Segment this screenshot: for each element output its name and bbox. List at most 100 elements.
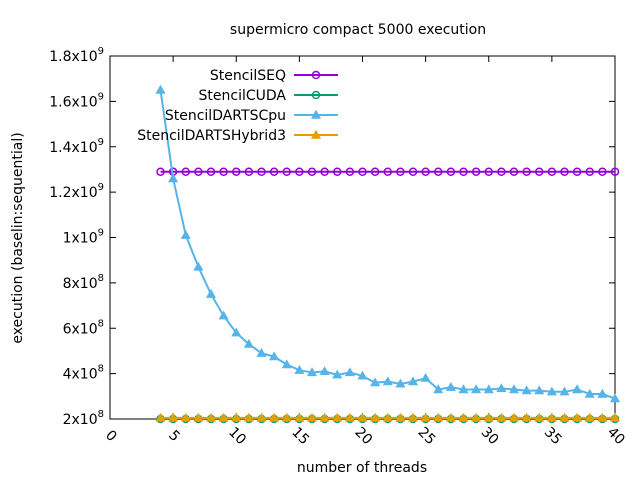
data-point	[445, 412, 456, 422]
data-point	[471, 412, 482, 422]
y-tick-exponent: 9	[98, 46, 104, 57]
data-point	[483, 412, 494, 422]
data-point	[471, 167, 481, 176]
data-point	[156, 167, 165, 176]
series-layer	[155, 84, 621, 424]
data-point	[357, 412, 368, 422]
data-point	[508, 412, 520, 422]
data-point	[585, 167, 594, 176]
series-StencilSEQ	[156, 167, 620, 176]
data-point	[155, 84, 166, 94]
x-tick-label: 5	[165, 427, 183, 445]
data-point	[609, 393, 621, 403]
data-point	[333, 167, 342, 176]
data-point	[434, 167, 443, 176]
x-tick-label: 30	[478, 424, 502, 448]
data-point	[535, 167, 544, 176]
data-point	[344, 412, 355, 422]
data-point	[193, 412, 204, 422]
data-point	[206, 167, 216, 176]
legend-label: StencilSEQ	[210, 68, 286, 84]
x-tick-label: 25	[414, 424, 438, 448]
y-tick-exponent: 8	[98, 273, 104, 284]
y-tick-mantissa: 1.4x10	[49, 140, 97, 156]
data-point	[306, 367, 318, 377]
y-tick-mantissa: 1x10	[63, 231, 98, 247]
data-point	[433, 384, 444, 394]
data-point	[295, 167, 304, 176]
data-point	[484, 167, 493, 176]
x-tick-label: 10	[225, 424, 249, 448]
data-point	[584, 412, 595, 422]
data-point	[332, 369, 343, 379]
y-tick-exponent: 8	[98, 318, 104, 329]
data-point	[584, 388, 595, 398]
data-point	[306, 412, 318, 422]
series-StencilDARTSCpu	[155, 84, 621, 403]
series-StencilDARTSHybrid3	[155, 412, 621, 422]
data-point	[281, 412, 292, 422]
x-tick-label: 35	[541, 424, 565, 448]
data-point	[597, 412, 608, 422]
data-point	[358, 167, 367, 176]
data-point	[483, 384, 494, 394]
data-point	[357, 370, 368, 380]
legend-swatch-marker	[311, 70, 321, 80]
legend-label: StencilDARTSCpu	[165, 108, 286, 124]
data-point	[332, 412, 343, 422]
legend: StencilSEQ StencilCUDA StencilDARTSCpu Sten…	[137, 68, 338, 144]
data-point	[496, 383, 507, 392]
x-axis-label: number of threads	[297, 460, 427, 476]
y-tick-exponent: 9	[98, 91, 104, 102]
y-tick-mantissa: 2x10	[63, 412, 98, 428]
data-point	[218, 310, 229, 320]
data-point	[269, 351, 280, 361]
data-point	[370, 377, 381, 387]
data-point	[610, 167, 620, 176]
data-point	[445, 381, 456, 391]
data-point	[269, 412, 280, 422]
data-point	[546, 386, 557, 396]
data-point	[598, 167, 607, 176]
data-point	[546, 412, 557, 422]
data-point	[534, 385, 545, 395]
data-point	[421, 167, 430, 176]
data-point	[181, 167, 190, 176]
x-tick-label: 15	[288, 424, 312, 448]
data-point	[282, 167, 291, 176]
data-point	[218, 412, 229, 422]
data-point	[420, 372, 431, 382]
data-point	[446, 167, 456, 176]
y-tick-label: 4x108	[63, 364, 104, 383]
data-point	[396, 167, 405, 176]
data-point	[408, 167, 418, 176]
data-point	[609, 412, 621, 422]
data-point	[269, 167, 279, 176]
data-point	[559, 386, 570, 396]
y-tick-exponent: 8	[98, 364, 104, 375]
y-tick-label: 8x108	[63, 273, 104, 292]
y-axis: 2x1084x1086x1088x1081x1091.2x1091.4x1091…	[49, 46, 615, 428]
data-point	[205, 412, 217, 422]
x-tick-label: 40	[604, 424, 628, 448]
x-tick-label: 0	[102, 427, 120, 445]
data-point	[560, 167, 569, 176]
legend-label: StencilDARTSHybrid3	[137, 128, 286, 144]
data-point	[395, 378, 406, 388]
data-point	[383, 167, 392, 176]
y-tick-label: 1.8x109	[49, 46, 104, 65]
data-point	[180, 412, 191, 422]
data-point	[257, 167, 266, 176]
y-tick-mantissa: 8x10	[63, 276, 98, 292]
data-point	[508, 384, 520, 394]
data-point	[180, 229, 191, 239]
data-point	[205, 288, 217, 298]
data-point	[471, 384, 482, 394]
legend-swatch-marker	[310, 129, 322, 139]
legend-swatch-marker	[311, 90, 321, 100]
data-point	[344, 367, 355, 377]
data-point	[345, 167, 355, 176]
y-tick-mantissa: 6x10	[63, 321, 98, 337]
x-tick-label: 20	[351, 424, 375, 448]
y-tick-exponent: 9	[98, 137, 104, 148]
